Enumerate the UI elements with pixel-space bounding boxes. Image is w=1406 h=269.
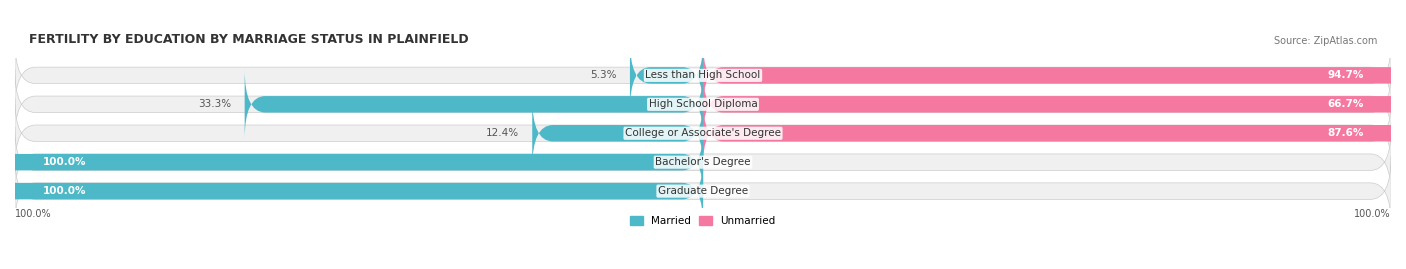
- Text: Graduate Degree: Graduate Degree: [658, 186, 748, 196]
- FancyBboxPatch shape: [533, 98, 703, 168]
- Legend: Married, Unmarried: Married, Unmarried: [626, 212, 780, 230]
- Text: Less than High School: Less than High School: [645, 70, 761, 80]
- Text: 100.0%: 100.0%: [42, 186, 86, 196]
- Text: 12.4%: 12.4%: [485, 128, 519, 138]
- Text: 100.0%: 100.0%: [42, 157, 86, 167]
- Text: 87.6%: 87.6%: [1327, 128, 1364, 138]
- Text: 100.0%: 100.0%: [1354, 209, 1391, 219]
- FancyBboxPatch shape: [15, 98, 1391, 168]
- FancyBboxPatch shape: [15, 69, 1391, 139]
- FancyBboxPatch shape: [0, 127, 703, 197]
- Text: 66.7%: 66.7%: [1327, 99, 1364, 109]
- Text: FERTILITY BY EDUCATION BY MARRIAGE STATUS IN PLAINFIELD: FERTILITY BY EDUCATION BY MARRIAGE STATU…: [28, 33, 468, 46]
- FancyBboxPatch shape: [15, 156, 1391, 226]
- Text: Source: ZipAtlas.com: Source: ZipAtlas.com: [1274, 36, 1378, 46]
- FancyBboxPatch shape: [0, 156, 703, 226]
- FancyBboxPatch shape: [703, 98, 1406, 168]
- Text: 5.3%: 5.3%: [589, 70, 616, 80]
- Text: College or Associate's Degree: College or Associate's Degree: [626, 128, 780, 138]
- Text: 33.3%: 33.3%: [198, 99, 231, 109]
- FancyBboxPatch shape: [15, 127, 1391, 197]
- FancyBboxPatch shape: [245, 69, 703, 139]
- FancyBboxPatch shape: [703, 69, 1406, 139]
- Text: Bachelor's Degree: Bachelor's Degree: [655, 157, 751, 167]
- Text: High School Diploma: High School Diploma: [648, 99, 758, 109]
- FancyBboxPatch shape: [15, 40, 1391, 111]
- FancyBboxPatch shape: [630, 40, 703, 111]
- FancyBboxPatch shape: [703, 40, 1406, 111]
- Text: 100.0%: 100.0%: [15, 209, 52, 219]
- Text: 94.7%: 94.7%: [1327, 70, 1364, 80]
